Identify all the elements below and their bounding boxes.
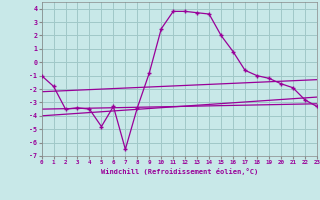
X-axis label: Windchill (Refroidissement éolien,°C): Windchill (Refroidissement éolien,°C) — [100, 168, 258, 175]
